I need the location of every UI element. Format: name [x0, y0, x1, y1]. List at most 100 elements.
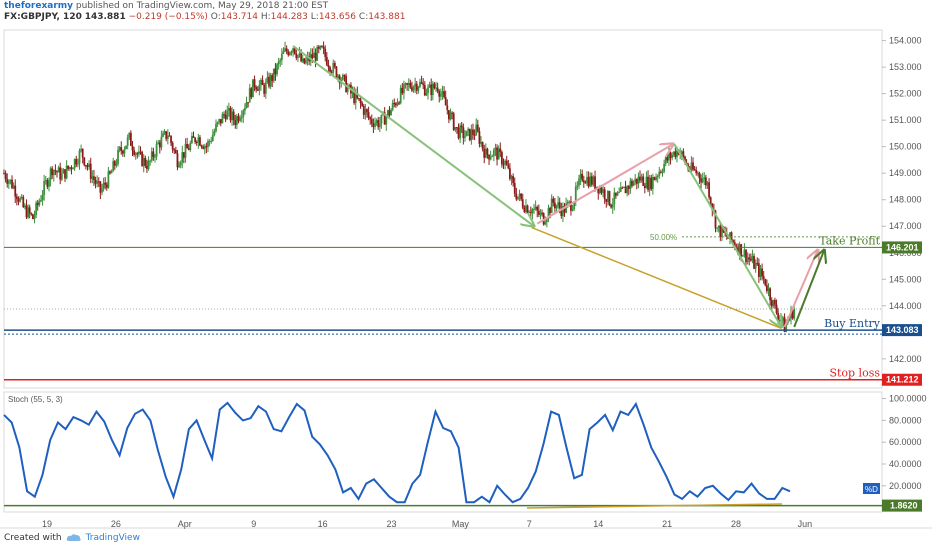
candle-body [335, 66, 338, 78]
candle-body [248, 88, 251, 103]
candle-body [157, 142, 160, 145]
time-axis-label: 26 [111, 519, 121, 529]
candle-body [321, 45, 323, 47]
candle-body [247, 102, 250, 104]
price-axis-label: 149.000 [889, 168, 922, 178]
candle-body [589, 176, 592, 187]
candle-body [99, 181, 102, 193]
candle-body [446, 105, 449, 111]
candle-body [121, 150, 124, 154]
time-axis-label: 14 [593, 519, 603, 529]
level-value-text: 146.201 [886, 242, 919, 252]
stoch-axis-label: 100.0000 [889, 394, 927, 404]
candle-body [791, 309, 794, 319]
candle-body [698, 172, 701, 179]
candle-body [110, 171, 113, 174]
candle-body [309, 54, 312, 62]
candle-body [592, 176, 595, 185]
author-link[interactable]: theforexarmy [4, 1, 74, 11]
change-value: −0.219 (−0.15%) [128, 12, 208, 22]
candle-body [523, 207, 526, 213]
candle-body [499, 148, 502, 153]
candle-body [441, 91, 444, 94]
price-pane-frame [3, 29, 883, 389]
candle-body [390, 109, 392, 116]
candle-body [775, 304, 778, 314]
candle-body [242, 110, 245, 117]
candle-body [89, 163, 92, 179]
candle-body [510, 176, 513, 179]
candle-body [330, 71, 333, 73]
candle-body [399, 87, 402, 104]
candle-body [361, 103, 364, 106]
candle-body [793, 308, 796, 319]
close-value: 143.881 [368, 12, 406, 22]
stoch-axis-label: 60.0000 [889, 437, 922, 447]
level-value-text: 143.083 [886, 325, 919, 335]
candle-body [749, 259, 752, 261]
candle-body [184, 143, 187, 158]
tradingview-link[interactable]: TradingView [85, 533, 140, 543]
candle-body [719, 225, 722, 238]
candle-body [332, 63, 335, 73]
candle-body [211, 134, 214, 141]
candle-body [422, 83, 425, 86]
candle-body [478, 131, 481, 144]
candle-body [496, 147, 498, 160]
candle-body [375, 120, 378, 123]
candle-body [213, 131, 216, 135]
candle-body [642, 176, 645, 186]
candle-body [25, 205, 28, 218]
candle-body [374, 122, 376, 127]
candle-body [150, 151, 153, 161]
candle-body [64, 169, 66, 179]
candle-body [610, 204, 613, 208]
candle-body [457, 127, 460, 139]
candle-body [271, 75, 274, 81]
candle-body [147, 161, 150, 169]
ohlc-header: FX:GBPJPY, 120 143.881 −0.219 (−0.15%) O… [4, 12, 405, 22]
trend-arrow [536, 144, 673, 225]
stoch-level-badge [882, 499, 922, 512]
candle-body [72, 168, 74, 170]
candle-body [189, 143, 192, 150]
candle-body [674, 151, 677, 158]
candle-body [464, 136, 466, 138]
candle-body [623, 186, 625, 188]
candle-body [547, 207, 550, 219]
candle-body [43, 180, 46, 196]
candle-body [732, 240, 735, 243]
candle-body [9, 179, 12, 182]
candle-body [51, 168, 54, 176]
candle-body [427, 87, 429, 94]
candle-body [117, 150, 119, 164]
candle-body [626, 186, 629, 194]
candle-body [709, 197, 712, 204]
candle-body [517, 196, 519, 200]
candle-body [202, 146, 205, 149]
candle-body [618, 191, 621, 193]
publish-header: theforexarmy published on TradingView.co… [4, 1, 328, 11]
last-price: 143.881 [84, 12, 126, 22]
candle-body [141, 152, 144, 166]
candle-body [393, 103, 396, 105]
candle-body [528, 212, 531, 214]
candle-body [492, 149, 495, 156]
candle-body [234, 120, 237, 125]
candle-body [653, 177, 656, 180]
low-label: L: [310, 12, 319, 22]
candle-body [761, 268, 763, 277]
candle-body [770, 300, 773, 307]
candle-body [648, 177, 651, 190]
candle-body [716, 227, 719, 229]
candle-body [65, 165, 68, 179]
candle-body [403, 83, 405, 94]
candle-body [237, 116, 240, 121]
candle-body [661, 171, 664, 173]
candle-body [210, 140, 213, 142]
candle-body [401, 87, 404, 94]
candle-body [525, 205, 527, 213]
candle-body [581, 173, 584, 181]
candle-body [428, 84, 431, 88]
candle-body [133, 150, 135, 155]
